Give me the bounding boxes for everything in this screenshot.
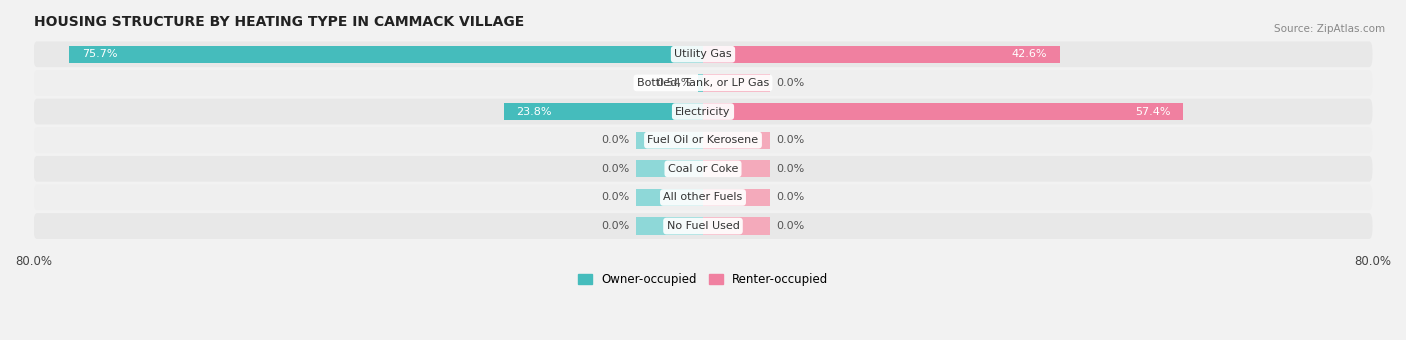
Bar bbox=[636, 160, 703, 177]
Bar bbox=[69, 46, 703, 63]
Bar bbox=[703, 160, 770, 177]
Bar bbox=[703, 103, 1184, 120]
Text: 0.0%: 0.0% bbox=[602, 192, 630, 202]
Bar bbox=[703, 218, 770, 235]
FancyBboxPatch shape bbox=[34, 156, 1372, 182]
Text: No Fuel Used: No Fuel Used bbox=[666, 221, 740, 231]
Text: 75.7%: 75.7% bbox=[82, 49, 118, 59]
Text: 0.0%: 0.0% bbox=[776, 135, 804, 145]
Bar bbox=[636, 132, 703, 149]
FancyBboxPatch shape bbox=[34, 99, 1372, 124]
Text: Utility Gas: Utility Gas bbox=[675, 49, 731, 59]
Legend: Owner-occupied, Renter-occupied: Owner-occupied, Renter-occupied bbox=[578, 273, 828, 286]
FancyBboxPatch shape bbox=[34, 41, 1372, 67]
Bar bbox=[636, 189, 703, 206]
Text: 0.0%: 0.0% bbox=[602, 221, 630, 231]
Text: 0.0%: 0.0% bbox=[602, 164, 630, 174]
Text: Fuel Oil or Kerosene: Fuel Oil or Kerosene bbox=[647, 135, 759, 145]
Bar bbox=[636, 218, 703, 235]
FancyBboxPatch shape bbox=[34, 213, 1372, 239]
FancyBboxPatch shape bbox=[34, 70, 1372, 96]
Bar bbox=[699, 74, 703, 91]
Text: Bottled, Tank, or LP Gas: Bottled, Tank, or LP Gas bbox=[637, 78, 769, 88]
Bar bbox=[703, 132, 770, 149]
Text: 57.4%: 57.4% bbox=[1135, 106, 1171, 117]
Text: 0.0%: 0.0% bbox=[776, 221, 804, 231]
Bar bbox=[503, 103, 703, 120]
Bar bbox=[703, 74, 770, 91]
Text: Coal or Coke: Coal or Coke bbox=[668, 164, 738, 174]
Text: 0.0%: 0.0% bbox=[776, 192, 804, 202]
Text: All other Fuels: All other Fuels bbox=[664, 192, 742, 202]
Text: 42.6%: 42.6% bbox=[1011, 49, 1047, 59]
Text: HOUSING STRUCTURE BY HEATING TYPE IN CAMMACK VILLAGE: HOUSING STRUCTURE BY HEATING TYPE IN CAM… bbox=[34, 15, 524, 29]
FancyBboxPatch shape bbox=[34, 127, 1372, 153]
Bar bbox=[703, 46, 1060, 63]
Text: Electricity: Electricity bbox=[675, 106, 731, 117]
Text: 0.0%: 0.0% bbox=[776, 164, 804, 174]
Bar bbox=[703, 189, 770, 206]
Text: 0.0%: 0.0% bbox=[602, 135, 630, 145]
Text: Source: ZipAtlas.com: Source: ZipAtlas.com bbox=[1274, 24, 1385, 34]
FancyBboxPatch shape bbox=[34, 185, 1372, 210]
Text: 0.54%: 0.54% bbox=[657, 78, 692, 88]
Text: 23.8%: 23.8% bbox=[516, 106, 553, 117]
Text: 0.0%: 0.0% bbox=[776, 78, 804, 88]
